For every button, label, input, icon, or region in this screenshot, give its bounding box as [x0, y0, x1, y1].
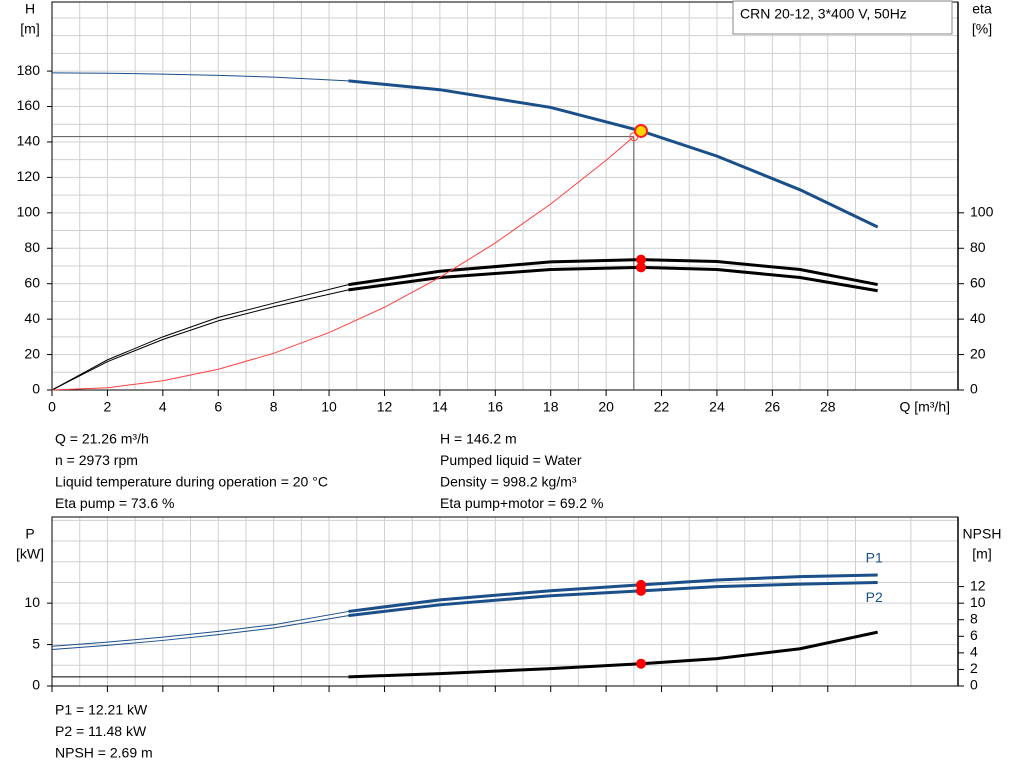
curve-thin [51, 615, 349, 651]
x-tick-label: 18 [543, 399, 559, 415]
x-axis-label: Q [m³/h] [899, 399, 950, 415]
x-tick-label: 28 [820, 399, 836, 415]
y2-tick-label: 0 [970, 677, 978, 693]
x-tick-label: 4 [159, 399, 167, 415]
y-tick-label: 20 [24, 345, 40, 361]
info-line: Pumped liquid = Water [440, 452, 582, 468]
y2-tick-label: 0 [970, 381, 978, 397]
y2-axis-label: [m] [972, 546, 991, 562]
y-tick-label: 5 [32, 635, 40, 651]
info-line: n = 2973 rpm [55, 452, 138, 468]
info-line: H = 146.2 m [440, 431, 517, 447]
curve-thin [51, 136, 635, 391]
y-tick-label: 0 [32, 381, 40, 397]
y-axis-label: H [25, 1, 35, 17]
operating-point [636, 585, 647, 596]
operating-point [636, 262, 647, 273]
x-tick-label: 22 [654, 399, 670, 415]
y-tick-label: 140 [17, 133, 41, 149]
info-line: Density = 998.2 kg/m³ [440, 474, 577, 490]
y-tick-label: 40 [24, 310, 40, 326]
y2-tick-label: 8 [970, 610, 978, 626]
y2-tick-label: 20 [970, 345, 986, 361]
x-tick-label: 6 [214, 399, 222, 415]
x-tick-label: 16 [488, 399, 504, 415]
operating-point [636, 658, 647, 669]
y2-tick-label: 40 [970, 310, 986, 326]
info-line: Q = 21.26 m³/h [55, 431, 149, 447]
operating-point [636, 254, 647, 265]
curve-thin [51, 610, 349, 647]
curve-thin [51, 72, 349, 82]
y2-tick-label: 60 [970, 274, 986, 290]
y2-tick-label: 12 [970, 577, 986, 593]
legend-label: CRN 20-12, 3*400 V, 50Hz [740, 6, 907, 22]
info-line: P2 = 11.48 kW [55, 723, 147, 739]
x-tick-label: 0 [48, 399, 56, 415]
y-tick-label: 60 [24, 274, 40, 290]
curve-thin [51, 284, 349, 391]
y2-tick-label: 80 [970, 239, 986, 255]
x-tick-label: 10 [321, 399, 337, 415]
x-tick-label: 24 [709, 399, 725, 415]
y-axis-label: [m] [20, 21, 39, 37]
series-label: P1 [866, 550, 883, 566]
x-tick-label: 20 [598, 399, 614, 415]
x-tick-label: 2 [104, 399, 112, 415]
y-tick-label: 10 [24, 594, 40, 610]
y2-tick-label: 100 [970, 204, 994, 220]
operating-point [634, 123, 649, 138]
y-axis-label: [kW] [16, 546, 44, 562]
info-line: Liquid temperature during operation = 20… [55, 474, 328, 490]
y2-tick-label: 4 [970, 644, 978, 660]
y-tick-label: 80 [24, 239, 40, 255]
y-tick-label: 180 [17, 62, 41, 78]
info-line: Eta pump+motor = 69.2 % [440, 495, 603, 511]
legend-box [732, 0, 953, 35]
curve-thick [348, 258, 878, 287]
info-line: P1 = 12.21 kW [55, 702, 148, 718]
y-tick-label: 120 [17, 168, 41, 184]
y-tick-label: 160 [17, 97, 41, 113]
curve-thick [348, 630, 878, 679]
x-tick-label: 8 [270, 399, 278, 415]
info-line: NPSH = 2.69 m [55, 745, 153, 761]
y2-axis-label: NPSH [963, 526, 1002, 542]
series-label: P2 [866, 589, 883, 605]
y-tick-label: 100 [17, 204, 41, 220]
plot-frame [51, 516, 959, 687]
curve-thick [348, 265, 878, 293]
y-axis-label: P [25, 526, 34, 542]
y2-tick-label: 6 [970, 627, 978, 643]
info-line: Eta pump = 73.6 % [55, 495, 174, 511]
y2-tick-label: 10 [970, 594, 986, 610]
y2-axis-label: eta [972, 1, 992, 17]
x-tick-label: 26 [765, 399, 781, 415]
curve-thin [51, 289, 349, 391]
y-tick-label: 0 [32, 677, 40, 693]
x-tick-label: 12 [377, 399, 393, 415]
x-tick-label: 14 [432, 399, 448, 415]
y2-axis-label: [%] [972, 21, 992, 37]
y2-tick-label: 2 [970, 660, 978, 676]
plot-frame [51, 1, 959, 391]
